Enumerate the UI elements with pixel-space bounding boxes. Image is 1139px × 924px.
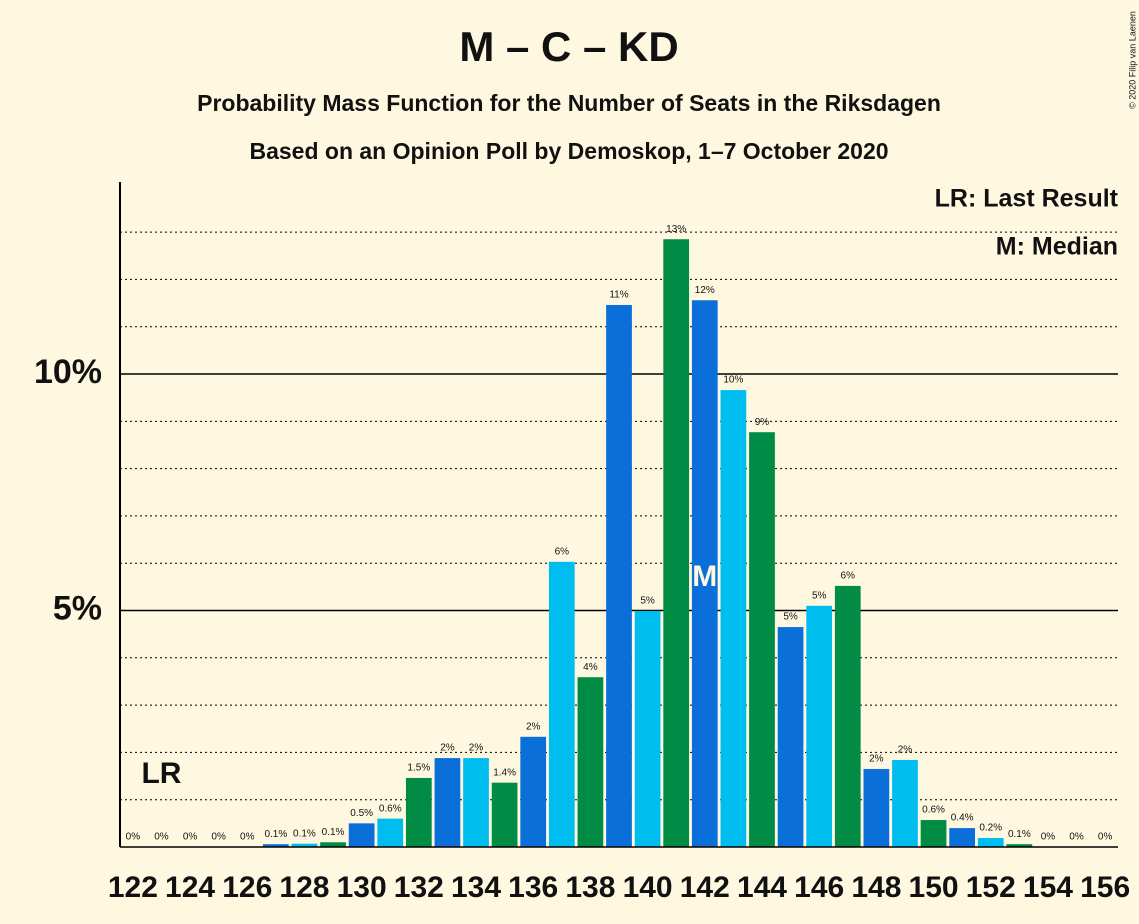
x-tick-label: 124 — [165, 871, 215, 904]
bar — [520, 736, 547, 847]
data-label: 5% — [812, 590, 827, 601]
data-label: 0.4% — [951, 813, 974, 824]
chart-title: M – C – KD — [459, 23, 678, 70]
data-label: 0% — [240, 832, 255, 843]
data-label: 9% — [755, 417, 770, 428]
bar — [1006, 844, 1033, 847]
x-tick-label: 140 — [623, 871, 673, 904]
bar — [606, 304, 632, 847]
data-label: 0% — [1069, 832, 1084, 843]
bar — [434, 758, 461, 847]
bar — [663, 239, 690, 847]
data-label: 0% — [1098, 832, 1113, 843]
x-tick-label: 150 — [909, 871, 959, 904]
data-label: 0% — [183, 832, 198, 843]
x-tick-label: 122 — [108, 871, 158, 904]
chart-subtitle: Probability Mass Function for the Number… — [197, 90, 941, 116]
data-label: 0.6% — [379, 803, 402, 814]
data-label: 0.2% — [979, 823, 1002, 834]
data-label: 0% — [126, 832, 141, 843]
bar — [320, 842, 346, 847]
x-tick-label: 156 — [1080, 871, 1130, 904]
bar — [491, 782, 518, 847]
data-label: 11% — [609, 290, 628, 301]
data-label: 6% — [555, 546, 570, 557]
bar — [691, 300, 718, 847]
bar — [834, 585, 861, 847]
bar — [720, 390, 747, 847]
x-tick-label: 138 — [565, 871, 615, 904]
chart-subtitle: Based on an Opinion Poll by Demoskop, 1–… — [249, 138, 888, 164]
x-tick-label: 146 — [794, 871, 844, 904]
x-tick-label: 144 — [737, 871, 787, 904]
bar — [634, 610, 661, 847]
data-label: 12% — [695, 285, 715, 296]
legend-entry: M: Median — [996, 233, 1118, 261]
bar — [463, 758, 489, 847]
y-tick-label: 10% — [34, 353, 102, 391]
bar — [949, 828, 976, 847]
bar — [548, 561, 575, 847]
data-label: 5% — [640, 596, 655, 607]
data-label: 4% — [583, 662, 598, 673]
x-tick-label: 154 — [1023, 871, 1073, 904]
bar — [777, 627, 804, 847]
bar — [977, 838, 1004, 847]
bar — [577, 677, 604, 847]
x-tick-label: 128 — [279, 871, 329, 904]
legend-entry: LR: Last Result — [935, 185, 1119, 213]
data-label: 0.6% — [922, 805, 945, 816]
x-tick-label: 148 — [851, 871, 901, 904]
data-label: 2% — [869, 754, 884, 765]
data-label: 0.5% — [350, 808, 373, 819]
data-label: 0% — [1041, 832, 1056, 843]
data-label: 2% — [898, 745, 913, 756]
data-label: 1.5% — [407, 763, 430, 774]
x-tick-label: 152 — [966, 871, 1016, 904]
bar — [892, 759, 918, 847]
x-tick-label: 132 — [394, 871, 444, 904]
bar — [377, 818, 404, 847]
x-tick-label: 130 — [337, 871, 387, 904]
data-label: 5% — [783, 612, 798, 623]
bar — [920, 820, 947, 847]
x-tick-label: 142 — [680, 871, 730, 904]
data-label: 0.1% — [293, 828, 316, 839]
data-label: 0.1% — [264, 829, 287, 840]
bar — [806, 605, 833, 847]
copyright: © 2020 Filip van Laenen — [1127, 11, 1137, 109]
bar — [348, 823, 375, 847]
data-label: 6% — [841, 571, 856, 582]
data-label: 0% — [211, 832, 226, 843]
bar — [863, 768, 890, 847]
median-marker: M — [692, 560, 717, 593]
data-label: 0.1% — [322, 827, 345, 838]
data-label: 2% — [469, 743, 484, 754]
x-tick-label: 126 — [222, 871, 272, 904]
last-result-marker: LR — [141, 757, 181, 790]
bar — [291, 843, 318, 847]
x-tick-label: 134 — [451, 871, 501, 904]
data-label: 1.4% — [493, 767, 516, 778]
bar — [405, 777, 432, 847]
y-tick-label: 5% — [53, 589, 102, 627]
bar — [262, 844, 289, 847]
data-label: 0.1% — [1008, 829, 1031, 840]
data-label: 10% — [723, 375, 743, 386]
data-label: 2% — [440, 743, 455, 754]
data-label: 0% — [154, 832, 169, 843]
data-label: 2% — [526, 721, 541, 732]
bar — [749, 432, 775, 847]
data-label: 13% — [666, 224, 686, 235]
x-tick-label: 136 — [508, 871, 558, 904]
